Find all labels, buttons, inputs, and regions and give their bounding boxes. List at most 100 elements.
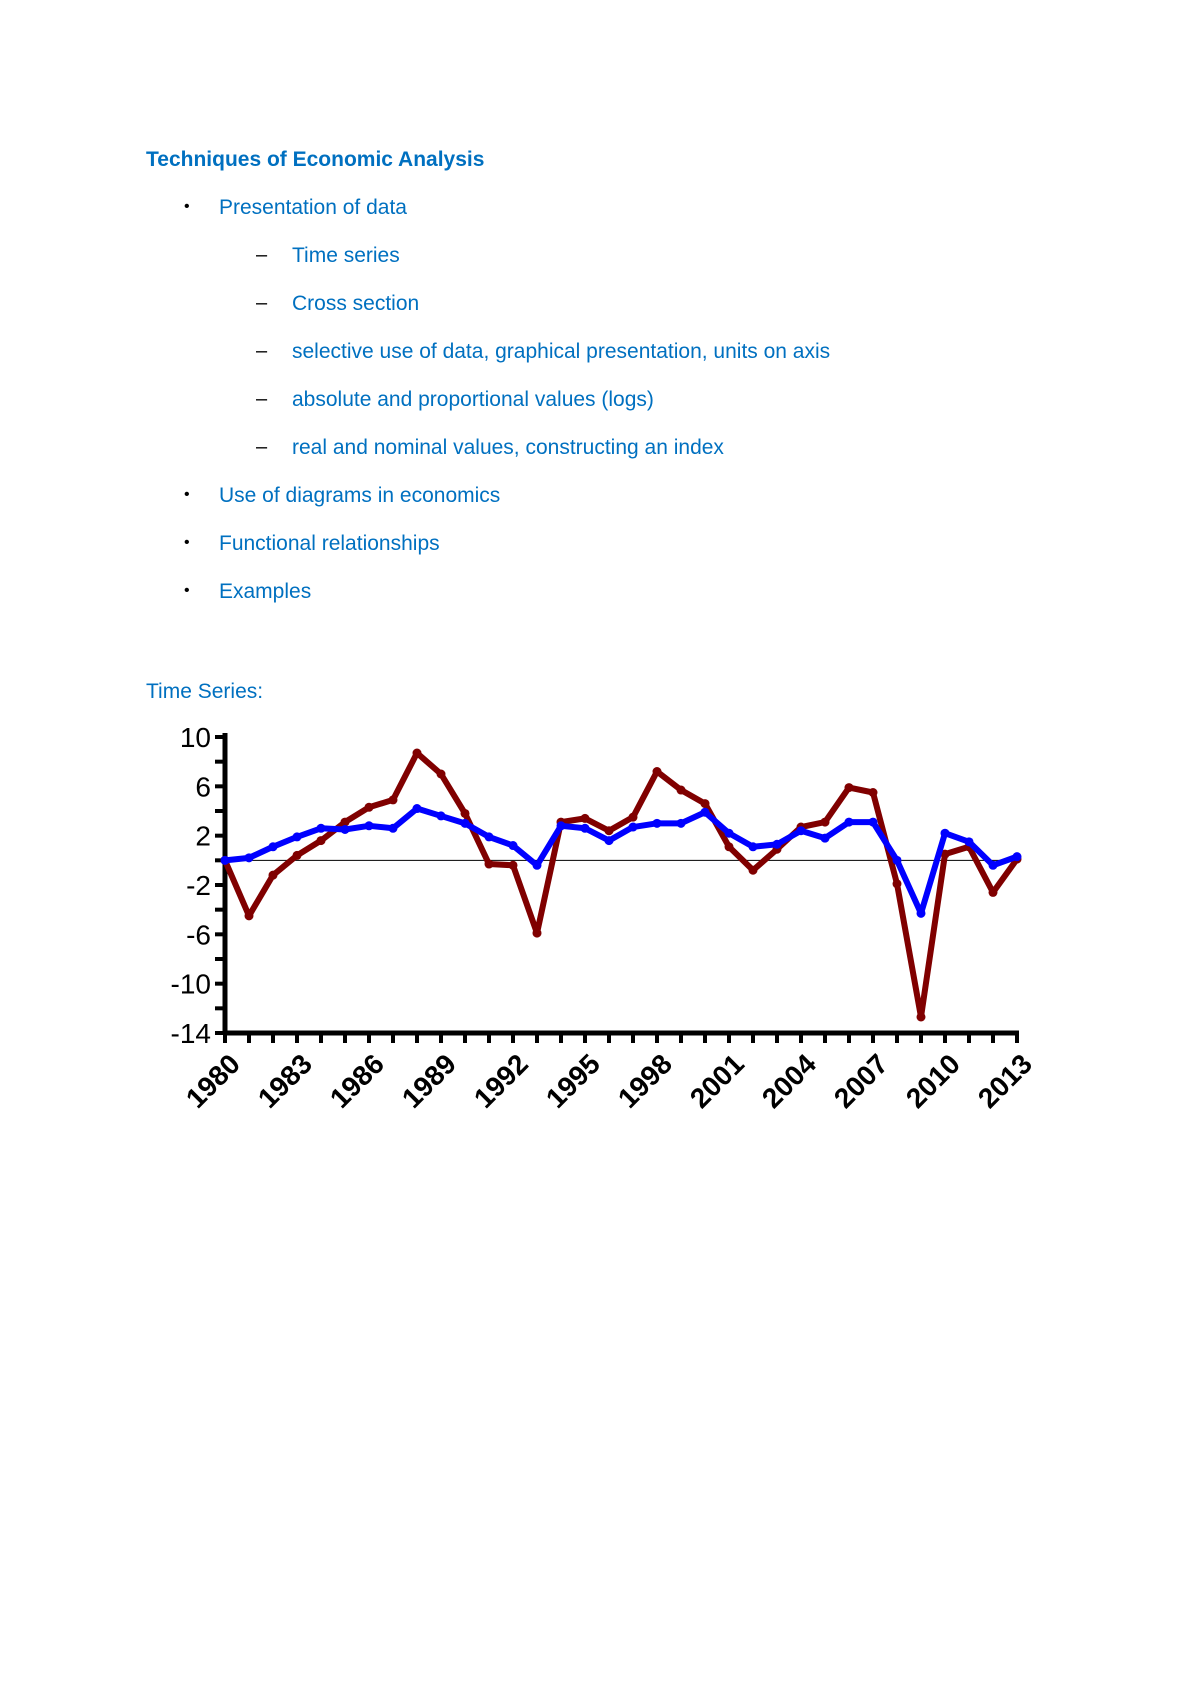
- x-tick-label: 2013: [972, 1048, 1038, 1114]
- data-point: [508, 841, 518, 851]
- outline-item: Functional relationships: [219, 532, 440, 555]
- data-point: [316, 836, 326, 846]
- data-point: [460, 808, 470, 818]
- data-point: [700, 799, 710, 809]
- data-point: [916, 1012, 926, 1022]
- dash-marker: –: [256, 244, 268, 266]
- data-point: [364, 802, 374, 812]
- data-point: [916, 908, 926, 918]
- data-point: [700, 807, 710, 817]
- data-point: [412, 748, 422, 758]
- data-point: [604, 826, 614, 836]
- y-tick-label: -6: [186, 919, 211, 950]
- outline-item: Presentation of data: [219, 196, 407, 219]
- data-point: [988, 860, 998, 870]
- data-point: [436, 811, 446, 821]
- data-point: [388, 795, 398, 805]
- data-point: [532, 928, 542, 938]
- dash-marker: –: [256, 292, 268, 314]
- y-tick-label: -10: [171, 969, 211, 1000]
- data-point: [340, 825, 350, 834]
- outline-item: Cross section: [292, 292, 420, 315]
- data-point: [244, 911, 254, 921]
- data-point: [796, 826, 806, 836]
- y-tick-label: 10: [180, 722, 211, 753]
- y-tick-label: 6: [195, 771, 211, 802]
- data-point: [220, 855, 230, 865]
- data-point: [748, 842, 758, 852]
- data-point: [964, 837, 974, 847]
- bullet-marker: •: [184, 486, 190, 503]
- x-tick-label: 1992: [468, 1048, 534, 1114]
- data-point: [676, 785, 686, 795]
- data-point: [316, 823, 326, 833]
- x-tick-label: 2007: [828, 1048, 894, 1114]
- data-point: [988, 887, 998, 897]
- x-tick-label: 1980: [180, 1048, 246, 1114]
- data-point: [292, 850, 302, 860]
- data-point: [724, 842, 734, 852]
- data-point: [940, 828, 950, 838]
- data-point: [844, 817, 854, 827]
- data-point: [868, 788, 878, 797]
- x-tick-label: 1998: [612, 1048, 678, 1114]
- data-point: [244, 853, 254, 863]
- dash-marker: –: [256, 340, 268, 362]
- data-point: [820, 817, 830, 827]
- x-tick-label: 2004: [756, 1048, 822, 1114]
- outline-item: Use of diagrams in economics: [219, 484, 501, 507]
- data-point: [580, 813, 590, 823]
- data-point: [388, 823, 398, 833]
- data-point: [436, 769, 446, 779]
- bullet-marker: •: [184, 198, 190, 215]
- data-point: [412, 804, 422, 814]
- data-point: [364, 821, 374, 831]
- x-tick-label: 2010: [900, 1048, 966, 1114]
- outline-item: real and nominal values, constructing an…: [292, 436, 724, 459]
- data-point: [532, 860, 542, 870]
- bullet-marker: •: [184, 582, 190, 599]
- y-tick-label: -2: [186, 870, 211, 901]
- data-point: [1012, 852, 1022, 862]
- data-point: [268, 842, 278, 852]
- data-point: [748, 865, 758, 875]
- outline-item: absolute and proportional values (logs): [292, 388, 654, 411]
- outline-item: selective use of data, graphical present…: [292, 340, 831, 363]
- series-line: [224, 805, 1019, 917]
- x-tick-label: 1995: [540, 1048, 606, 1114]
- data-point: [628, 822, 638, 832]
- data-point: [652, 767, 662, 777]
- data-point: [940, 849, 950, 859]
- dash-marker: –: [256, 436, 268, 458]
- data-point: [292, 832, 302, 842]
- data-point: [628, 812, 638, 822]
- dash-marker: –: [256, 388, 268, 410]
- data-point: [844, 783, 854, 793]
- outline-item: Time series: [292, 244, 400, 267]
- data-point: [484, 832, 494, 842]
- data-point: [340, 817, 350, 827]
- data-point: [652, 818, 662, 828]
- data-point: [484, 859, 494, 869]
- y-tick-label: -14: [171, 1018, 211, 1049]
- data-point: [460, 818, 470, 828]
- data-point: [868, 817, 878, 827]
- x-tick-label: 1989: [396, 1048, 462, 1114]
- heading: Techniques of Economic Analysis: [146, 148, 485, 171]
- data-point: [892, 879, 902, 889]
- data-point: [676, 818, 686, 828]
- data-point: [556, 821, 566, 831]
- data-point: [268, 870, 278, 880]
- data-point: [724, 828, 734, 838]
- data-point: [508, 860, 518, 870]
- bullet-marker: •: [184, 534, 190, 551]
- data-point: [892, 855, 902, 865]
- x-tick-label: 1983: [252, 1048, 318, 1114]
- data-point: [604, 836, 614, 846]
- x-tick-label: 1986: [324, 1048, 390, 1114]
- outline-item: Examples: [219, 580, 312, 603]
- y-tick-label: 2: [195, 821, 211, 852]
- section-label: Time Series:: [146, 680, 264, 703]
